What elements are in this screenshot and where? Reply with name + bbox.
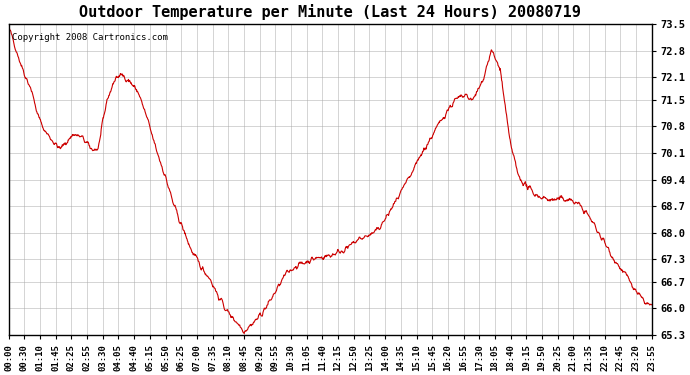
Text: Copyright 2008 Cartronics.com: Copyright 2008 Cartronics.com (12, 33, 168, 42)
Title: Outdoor Temperature per Minute (Last 24 Hours) 20080719: Outdoor Temperature per Minute (Last 24 … (79, 4, 581, 20)
